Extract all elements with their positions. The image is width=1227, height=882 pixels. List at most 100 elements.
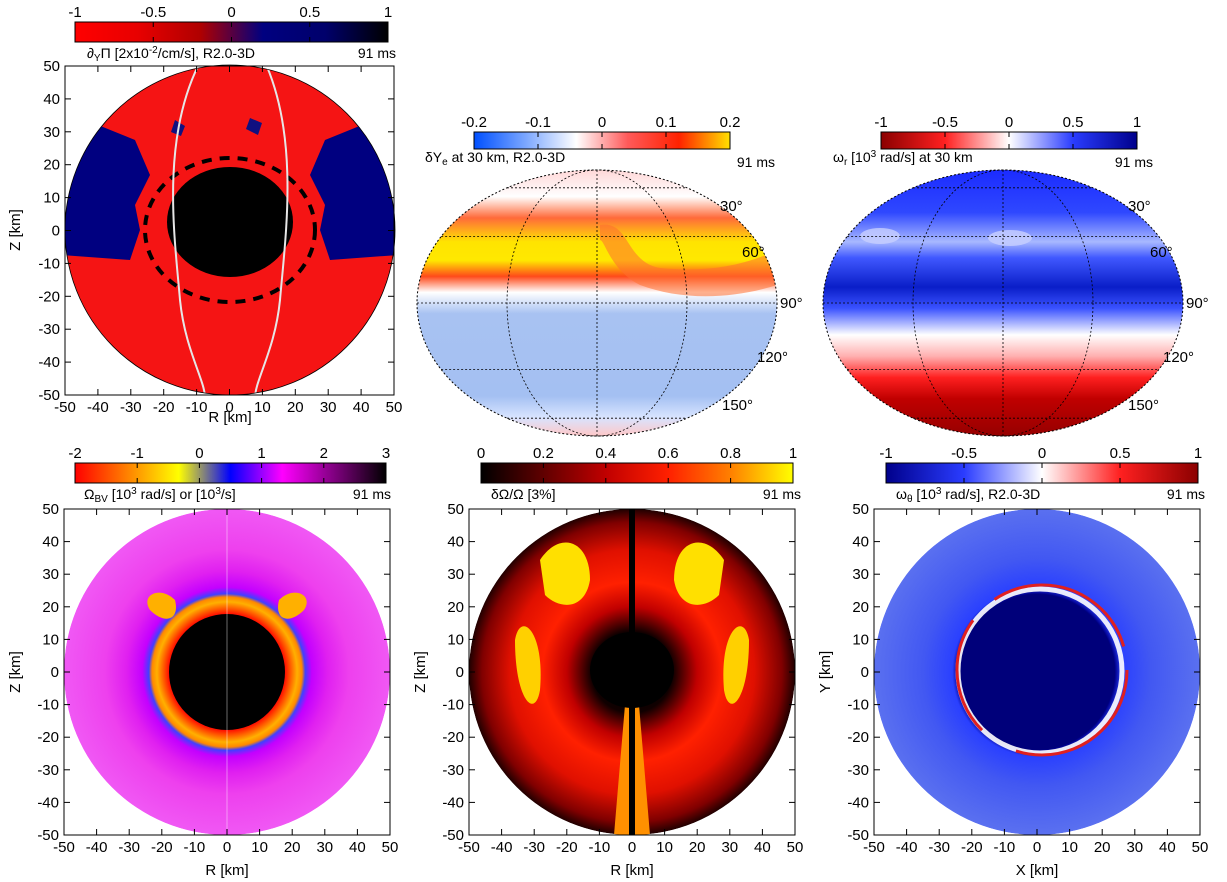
- x-tick-label: -30: [523, 839, 545, 856]
- lat-label-120: 120°: [1163, 349, 1194, 366]
- blue-left-region: [65, 125, 150, 260]
- x-tick-label: -50: [458, 839, 480, 856]
- panel-4-colorbar: -2 -1 0 1 2 3: [68, 445, 390, 484]
- x-tick-label: 10: [1061, 839, 1078, 856]
- lat-label-60: 60°: [1150, 244, 1173, 261]
- panel-1-xlabel: R [km]: [208, 409, 251, 426]
- white-contour-left: [172, 65, 206, 395]
- x-tick-label: 40: [349, 839, 366, 856]
- colorbar-tick-label: -0.5: [140, 4, 166, 21]
- x-tick-label: -20: [153, 399, 175, 416]
- colorbar-tick-label: -1: [874, 114, 887, 131]
- x-tick-label: 50: [382, 839, 399, 856]
- lat-label-60: 60°: [742, 244, 765, 261]
- panel-4-time: 91 ms: [353, 486, 391, 502]
- colorbar-tick-label: -0.2: [461, 114, 487, 131]
- dom-yellow-lobe-l: [515, 626, 541, 704]
- panel-5-xlabel: R [km]: [610, 862, 653, 879]
- panel-4-title: ΩBV [103 rad/s] or [103/s]: [84, 486, 236, 505]
- y-tick-label: 0: [861, 664, 869, 681]
- bv-lobe-left: [147, 592, 176, 619]
- panel-6-title: ωθ [103 rad/s], R2.0-3D: [896, 486, 1040, 505]
- y-tick-label: -10: [37, 697, 59, 714]
- panel-3-time: 91 ms: [1115, 154, 1153, 170]
- colorbar-tick-label: 0.4: [595, 445, 616, 462]
- panel-6-colorbar: -1 -0.5 0 0.5 1: [879, 445, 1202, 484]
- x-tick-label: 10: [656, 839, 673, 856]
- colorbar-tick-label: 0.5: [299, 4, 320, 21]
- y-tick-label: 20: [42, 599, 59, 616]
- x-tick-label: -30: [928, 839, 950, 856]
- dom-yellow-lobe-ur: [674, 542, 724, 605]
- panel-1: -1 -0.5 0 0.5 1 ∂YΠ [2x10-2/cm/s], R2.0-3D 9…: [7, 4, 402, 426]
- x-tick-label: -30: [120, 399, 142, 416]
- y-tick-label: -30: [38, 321, 60, 338]
- dom-yellow-lobe-r: [723, 626, 749, 704]
- blue-speckles-left: [171, 118, 262, 136]
- panel-2-colorbar: -0.2 -0.1 0 0.1 0.2: [461, 114, 741, 150]
- colorbar-tick-label: 1: [789, 445, 797, 462]
- x-tick-label: 20: [1094, 839, 1111, 856]
- x-tick-label: -20: [151, 839, 173, 856]
- core-region: [167, 167, 293, 277]
- ye-dip-right: [600, 224, 777, 297]
- panel-5: 0 0.2 0.4 0.6 0.8 1 δΩ/Ω [3%] 91 ms -50 -40 -30…: [412, 445, 803, 879]
- y-tick-label: 30: [852, 566, 869, 583]
- x-tick-label: 40: [754, 839, 771, 856]
- panel-3: -1 -0.5 0 0.5 1 ωr [103 rad/s] at 30 km 91 m…: [822, 114, 1209, 437]
- y-tick-label: 0: [51, 664, 59, 681]
- y-tick-label: 50: [852, 501, 869, 518]
- panel-4: -2 -1 0 1 2 3 ΩBV [103 rad/s] or [103/s] 91 m…: [7, 445, 398, 879]
- blue-right-region: [310, 125, 395, 260]
- colorbar-tick-label: 0: [598, 114, 606, 131]
- panel-1-ylabel: Z [km]: [7, 209, 24, 251]
- x-tick-label: 20: [689, 839, 706, 856]
- y-tick-label: -10: [38, 255, 60, 272]
- x-tick-label: -10: [184, 839, 206, 856]
- y-tick-label: -40: [442, 794, 464, 811]
- panel-5-colorbar: 0 0.2 0.4 0.6 0.8 1: [477, 445, 797, 484]
- x-tick-label: -40: [87, 399, 109, 416]
- x-tick-label: -10: [186, 399, 208, 416]
- x-tick-label: 50: [386, 399, 403, 416]
- y-tick-label: 40: [852, 534, 869, 551]
- bv-lobe-right: [278, 592, 307, 619]
- panel-6: -1 -0.5 0 0.5 1 ωθ [103 rad/s], R2.0-3D 91 m…: [817, 445, 1208, 879]
- lat-label-120: 120°: [757, 349, 788, 366]
- colorbar-tick-label: 0: [1038, 445, 1046, 462]
- x-tick-label: 50: [1192, 839, 1209, 856]
- colorbar-tick-label: -2: [68, 445, 81, 462]
- y-tick-label: 50: [42, 501, 59, 518]
- panel-6-map: [874, 509, 1200, 835]
- y-tick-label: -50: [37, 827, 59, 844]
- x-tick-label: -10: [589, 839, 611, 856]
- x-tick-label: 10: [254, 399, 271, 416]
- panel-3-title: ωr [103 rad/s] at 30 km: [833, 149, 973, 168]
- x-tick-label: 30: [316, 839, 333, 856]
- x-tick-label: -40: [86, 839, 108, 856]
- x-tick-label: -50: [863, 839, 885, 856]
- y-tick-label: 30: [447, 566, 464, 583]
- x-tick-label: -10: [994, 839, 1016, 856]
- colorbar-swatch: [74, 462, 387, 484]
- colorbar-tick-label: 0.2: [533, 445, 554, 462]
- y-tick-label: 0: [52, 223, 60, 240]
- y-tick-label: -50: [442, 827, 464, 844]
- colorbar-tick-label: 0: [227, 4, 235, 21]
- y-tick-label: -40: [38, 354, 60, 371]
- y-tick-label: -20: [442, 729, 464, 746]
- y-tick-label: -50: [38, 387, 60, 404]
- y-tick-label: 50: [43, 58, 60, 75]
- y-tick-label: 30: [42, 566, 59, 583]
- y-tick-label: 20: [447, 599, 464, 616]
- colorbar-tick-label: 0.2: [720, 114, 741, 131]
- colorbar-tick-label: 1: [257, 445, 265, 462]
- inner-ring: [143, 156, 317, 304]
- x-tick-label: 30: [320, 399, 337, 416]
- x-tick-label: 0: [223, 839, 231, 856]
- panel-4-xlabel: R [km]: [205, 862, 248, 879]
- x-tick-label: -40: [896, 839, 918, 856]
- y-tick-label: 10: [852, 631, 869, 648]
- y-tick-label: 10: [447, 631, 464, 648]
- lat-label-30: 30°: [1128, 198, 1151, 215]
